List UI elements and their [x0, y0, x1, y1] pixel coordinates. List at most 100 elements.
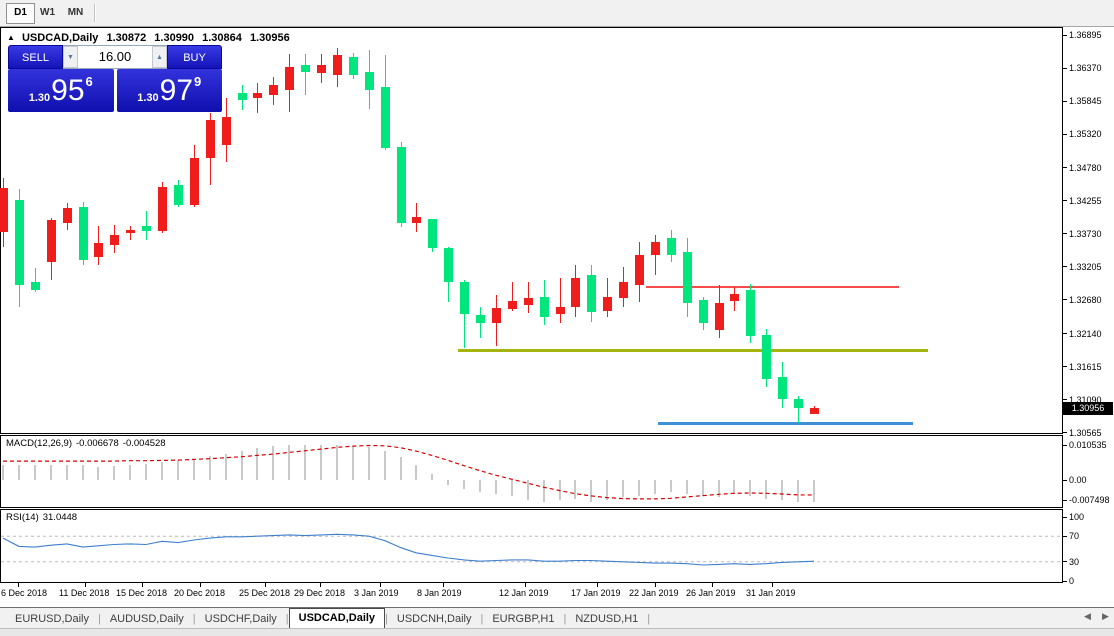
candle — [460, 281, 469, 314]
macd-histogram-bar — [606, 480, 608, 500]
candle — [444, 248, 453, 282]
sell-price-box[interactable]: 1.30 95 6 — [8, 69, 114, 112]
candle — [333, 54, 342, 75]
horizontal-line-object-0[interactable] — [646, 285, 899, 288]
time-axis-label: 8 Jan 2019 — [417, 588, 462, 598]
macd-histogram-bar — [272, 446, 274, 480]
macd-histogram-bar — [415, 465, 417, 480]
rsi-label: RSI(14) 31.0448 — [6, 512, 81, 523]
price-axis-label: 1.35845 — [1069, 96, 1102, 106]
chart-tab-eurgbp-h1[interactable]: EURGBP,H1 — [492, 613, 555, 625]
time-axis-label: 29 Dec 2018 — [294, 588, 346, 598]
tab-scroll-right-icon[interactable]: ▶ — [1102, 611, 1109, 621]
timeframe-button-w1[interactable]: W1 — [40, 7, 55, 18]
candle — [126, 230, 135, 234]
timeframe-button-d1[interactable]: D1 — [6, 3, 35, 24]
price-axis-tick — [1063, 432, 1067, 434]
candle-wick — [35, 267, 36, 292]
candle — [667, 238, 676, 256]
candle — [683, 252, 692, 304]
price-axis-label: 1.33730 — [1069, 228, 1102, 239]
chart-tab-usdcad-daily[interactable]: USDCAD,Daily — [288, 608, 386, 628]
macd-histogram-bar — [431, 474, 433, 480]
candle — [619, 281, 628, 299]
macd-histogram-bar — [638, 480, 640, 496]
price-axis-label: 1.31615 — [1069, 361, 1102, 372]
time-axis-label: 6 Dec 2018 — [1, 588, 48, 598]
macd-histogram-bar — [177, 460, 179, 480]
macd-histogram-bar — [225, 453, 227, 480]
price-axis-label: 1.32140 — [1069, 328, 1102, 339]
horizontal-line-object-2[interactable] — [658, 421, 913, 425]
candle — [603, 296, 612, 311]
price-axis-tick — [1063, 34, 1067, 36]
price-axis-tick — [1063, 266, 1067, 268]
macd-histogram-bar — [813, 480, 815, 503]
ohlc-high: 1.30990 — [154, 32, 195, 44]
time-axis-label: 20 Dec 2018 — [174, 588, 226, 598]
price-axis-tick — [1063, 333, 1067, 335]
candle-wick — [798, 396, 799, 423]
macd-histogram-bar — [256, 448, 258, 480]
horizontal-line-object-1[interactable] — [458, 349, 928, 353]
rsi-axis-label: 30 — [1069, 556, 1080, 567]
buy-button[interactable]: BUY — [167, 45, 222, 69]
macd-histogram-bar — [320, 445, 322, 480]
buy-price-pip: 9 — [194, 74, 202, 89]
time-axis-label: 3 Jan 2019 — [354, 588, 399, 598]
candle — [397, 147, 406, 224]
price-axis-label: 1.31090 — [1069, 394, 1102, 405]
price-axis-label: 1.33205 — [1069, 261, 1102, 272]
rsi-axis-tick — [1063, 516, 1067, 518]
tab-separator: | — [480, 613, 484, 625]
macd-histogram-bar — [209, 456, 211, 480]
macd-histogram-bar — [97, 467, 99, 480]
time-axis-label: 17 Jan 2019 — [571, 588, 621, 598]
rsi-axis-label: 0 — [1069, 576, 1075, 586]
volume-increase-button[interactable]: ▲ — [152, 46, 167, 68]
rsi-name: RSI(14) — [6, 512, 39, 523]
macd-histogram-bar — [702, 480, 704, 496]
candle — [428, 218, 437, 249]
candle — [158, 186, 167, 232]
macd-histogram-bar — [495, 480, 497, 494]
chart-tab-nzdusd-h1[interactable]: NZDUSD,H1 — [575, 613, 639, 625]
macd-histogram-bar — [590, 480, 592, 502]
chart-tab-usdchf-daily[interactable]: USDCHF,Daily — [204, 613, 277, 625]
macd-histogram-bar — [654, 480, 656, 494]
candle — [365, 71, 374, 90]
price-axis-tick — [1063, 167, 1067, 169]
candle — [715, 303, 724, 331]
macd-histogram-bar — [50, 465, 52, 480]
tab-scroll-left-icon[interactable]: ◀ — [1084, 611, 1091, 621]
macd-histogram-bar — [749, 480, 751, 496]
buy-price-box[interactable]: 1.30 97 9 — [116, 69, 222, 112]
chart-tab-eurusd-daily[interactable]: EURUSD,Daily — [15, 613, 89, 625]
candle — [651, 242, 660, 256]
rsi-axis-tick — [1063, 561, 1067, 563]
sell-button[interactable]: SELL — [8, 45, 63, 69]
timeframe-button-mn[interactable]: MN — [67, 7, 84, 18]
collapse-triangle-icon[interactable]: ▲ — [7, 33, 15, 42]
candle — [174, 184, 183, 206]
time-axis-label: 26 Jan 2019 — [686, 588, 736, 598]
chart-title: ▲ USDCAD,Daily 1.30872 1.30990 1.30864 1… — [7, 32, 295, 44]
chart-tab-usdcnh-daily[interactable]: USDCNH,Daily — [396, 613, 472, 625]
time-axis-tick — [380, 583, 381, 587]
time-axis-tick — [200, 583, 201, 587]
macd-histogram-bar — [288, 445, 290, 480]
candle — [47, 220, 56, 263]
candle — [222, 117, 231, 145]
price-axis-label: 1.34780 — [1069, 162, 1102, 173]
volume-decrease-button[interactable]: ▼ — [63, 46, 78, 68]
macd-axis-label: 0.00 — [1069, 475, 1087, 485]
time-axis-tick — [265, 583, 266, 587]
candle-wick — [257, 83, 258, 114]
time-axis-tick — [142, 583, 143, 587]
candle-wick — [528, 282, 529, 313]
volume-input[interactable]: 16.00 — [98, 49, 132, 64]
tab-separator: | — [385, 613, 388, 625]
volume-spinner: ▼ 16.00 ▲ — [63, 45, 167, 69]
chart-tab-audusd-daily[interactable]: AUDUSD,Daily — [109, 613, 184, 625]
